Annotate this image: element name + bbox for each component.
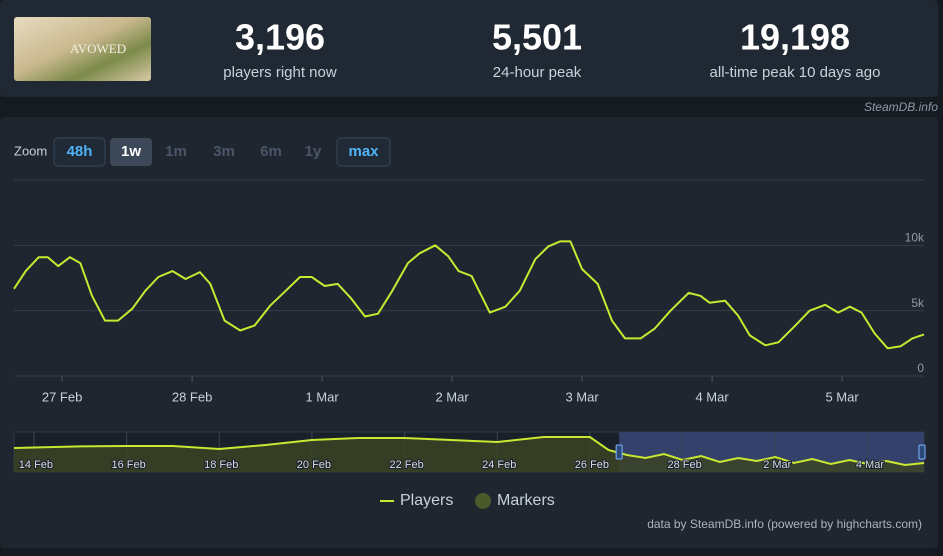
navigator-tick-label: 18 Feb [204,459,238,471]
x-tick-label: 1 Mar [305,389,339,404]
zoom-button[interactable]: 48h [67,143,93,160]
legend-label[interactable]: Markers [497,492,555,509]
navigator-tick-label: 28 Feb [667,459,701,471]
stat-label: all-time peak 10 days ago [710,64,881,81]
legend-marker [475,493,491,509]
zoom-button[interactable]: 1m [165,143,187,160]
zoom-button[interactable]: 6m [260,143,282,160]
navigator-tick-label: 14 Feb [19,459,53,471]
zoom-button-bg[interactable] [336,137,391,167]
zoom-label: Zoom [14,143,47,158]
stat-value: 5,501 [492,17,582,58]
series-line [13,240,925,350]
x-tick-label: 28 Feb [172,389,212,404]
navigator-tick-label: 22 Feb [389,459,423,471]
navigator-handle[interactable] [918,444,926,460]
zoom-button[interactable]: 1w [121,143,141,160]
navigator-line [13,436,925,467]
source-label: SteamDB.info [864,100,938,114]
x-tick-label: 5 Mar [825,389,859,404]
navigator-tick-label: 26 Feb [575,459,609,471]
zoom-button[interactable]: 3m [213,143,235,160]
game-thumbnail [14,17,151,81]
chart-panel [0,117,938,548]
navigator-handle[interactable] [615,444,623,460]
y-tick-label: 5k [911,296,925,310]
stat-label: 24-hour peak [493,64,582,81]
x-tick-label: 4 Mar [695,389,729,404]
zoom-button[interactable]: max [348,143,379,160]
x-tick-label: 3 Mar [565,389,599,404]
zoom-button-bg[interactable] [53,137,106,167]
legend-label[interactable]: Players [400,492,453,509]
stat-value: 19,198 [740,17,850,58]
navigator-area [14,437,924,472]
stat-value: 3,196 [235,17,325,58]
zoom-button-bg[interactable] [110,138,152,166]
x-tick-label: 2 Mar [435,389,469,404]
navigator-tick-label: 2 Mar [763,459,791,471]
y-tick-label: 0 [917,361,924,375]
y-tick-label: 10k [905,231,925,245]
stats-panel [0,0,938,97]
navigator-tick-label: 24 Feb [482,459,516,471]
credit: data by SteamDB.info (powered by highcha… [647,517,922,531]
navigator-tick-label: 16 Feb [111,459,145,471]
navigator-tick-label: 4 Mar [856,459,884,471]
navigator-tick-label: 20 Feb [297,459,331,471]
thumbnail-text: AVOWED [70,41,126,56]
stat-label: players right now [223,64,337,81]
x-tick-label: 27 Feb [42,389,82,404]
zoom-button[interactable]: 1y [305,143,322,160]
